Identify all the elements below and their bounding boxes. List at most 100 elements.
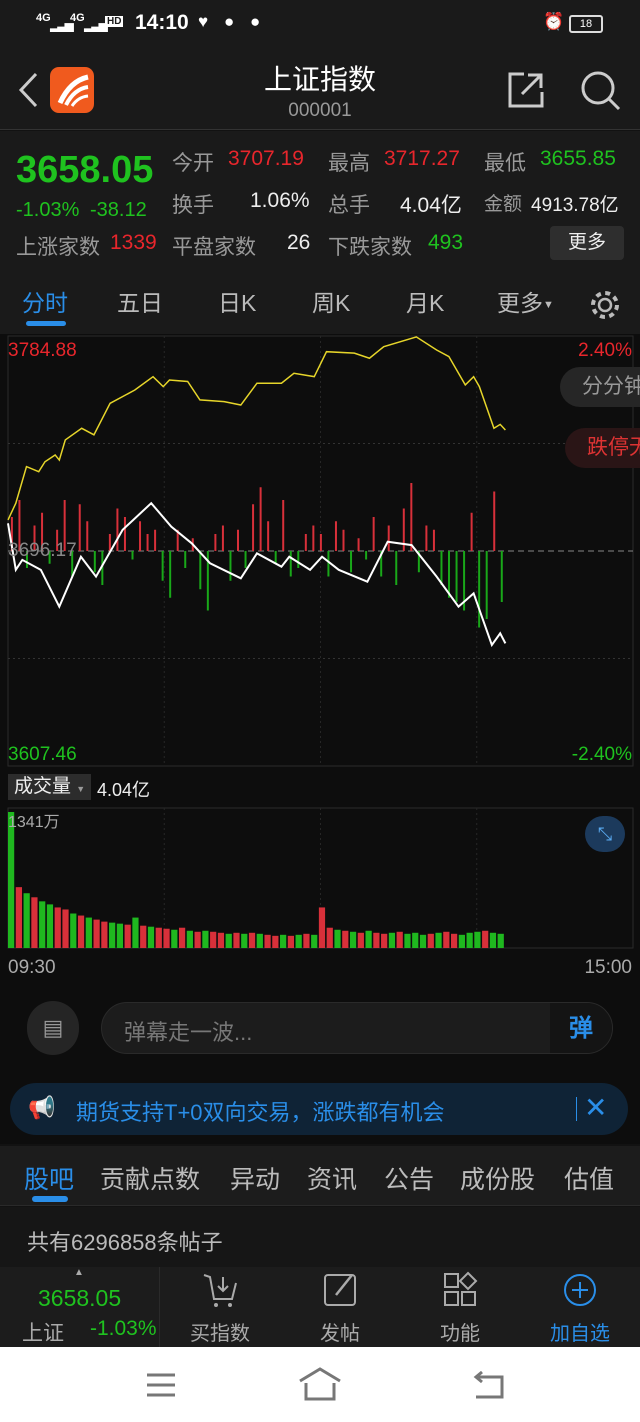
back-nav-icon[interactable] bbox=[472, 1371, 506, 1401]
add-watchlist-button[interactable]: 加自选 bbox=[520, 1267, 640, 1347]
volume-total: 4.04亿 bbox=[97, 780, 151, 800]
volume-bar bbox=[388, 932, 396, 948]
expand-icon[interactable]: ⤡ bbox=[585, 816, 625, 852]
chart-tabs: 分时 五日 日K 周K 月K 更多▼ bbox=[0, 262, 640, 334]
volume-bar bbox=[450, 933, 458, 948]
volume-bar bbox=[419, 934, 427, 948]
volume-bar bbox=[357, 932, 364, 948]
y-label-bottom-pct: -2.40% bbox=[571, 744, 632, 765]
volume-bar bbox=[70, 913, 77, 948]
volume-bar bbox=[210, 931, 217, 948]
tab-daily-k[interactable]: 日K bbox=[218, 290, 257, 316]
volume-max-label: 1341万 bbox=[8, 814, 60, 831]
more-quote-button[interactable]: 更多 bbox=[550, 226, 624, 260]
tab-weekly-k[interactable]: 周K bbox=[312, 290, 351, 316]
volume-bar bbox=[124, 924, 131, 948]
volume-bar bbox=[225, 933, 232, 948]
volume-bar bbox=[54, 907, 61, 948]
tab-five-day[interactable]: 五日 bbox=[117, 290, 163, 316]
buy-index-label: 买指数 bbox=[190, 1323, 250, 1345]
volume-bar bbox=[147, 926, 155, 948]
functions-button[interactable]: 功能 bbox=[400, 1267, 520, 1347]
battery-icon: 18 bbox=[569, 15, 603, 33]
volume-bar bbox=[93, 919, 100, 948]
volume-bar bbox=[217, 932, 225, 948]
intraday-chart[interactable]: 3784.88 2.40% 3696.17 3607.46 -2.40% 分分钟… bbox=[0, 334, 640, 984]
tab-news[interactable]: 资讯 bbox=[307, 1166, 358, 1194]
indicator-label: 成交量 bbox=[14, 776, 72, 797]
tab-valuation[interactable]: 估值 bbox=[564, 1166, 615, 1194]
volume-bar bbox=[264, 934, 271, 948]
caret-down-icon: ▼ bbox=[76, 784, 86, 794]
home-icon[interactable] bbox=[298, 1367, 342, 1401]
volume-bar bbox=[435, 932, 442, 948]
down-count-label: 下跌家数 bbox=[328, 236, 412, 259]
amount-label: 金额 bbox=[484, 194, 523, 215]
volume-bar bbox=[155, 927, 162, 948]
low-value: 3655.85 bbox=[540, 147, 616, 170]
share-icon[interactable] bbox=[506, 70, 546, 110]
tab-guba[interactable]: 股吧 bbox=[24, 1166, 75, 1194]
post-button[interactable]: 发帖 bbox=[280, 1267, 400, 1347]
volume-bar bbox=[373, 932, 380, 948]
volume-bar bbox=[39, 901, 46, 948]
volume-bar bbox=[381, 933, 388, 948]
volume-bar bbox=[132, 917, 139, 948]
tab-announcements[interactable]: 公告 bbox=[384, 1166, 435, 1194]
wechat-icon: ● bbox=[224, 12, 235, 31]
danmu-settings-icon[interactable]: ▤ bbox=[27, 1001, 79, 1055]
volume-bar bbox=[349, 931, 357, 948]
signal-4g-1: 4G bbox=[36, 12, 51, 24]
volume-bar bbox=[427, 933, 434, 948]
danmu-input[interactable]: 弹幕走一波... 弹 bbox=[101, 1002, 613, 1054]
banner-text: 期货支持T+0双向交易，涨跌都有机会 bbox=[76, 1100, 445, 1125]
caret-up-icon: ▲ bbox=[74, 1267, 84, 1278]
volume-bar bbox=[109, 922, 116, 948]
add-watchlist-label: 加自选 bbox=[550, 1323, 610, 1345]
limit-down-button[interactable]: 跌停无 bbox=[565, 428, 640, 468]
volume-bar bbox=[140, 925, 147, 948]
amount-value: 4913.78亿 bbox=[531, 195, 619, 216]
leading-line bbox=[7, 336, 506, 521]
y-label-bottom: 3607.46 bbox=[8, 744, 77, 765]
plus-circle-icon bbox=[564, 1274, 596, 1306]
page-title: 上证指数 bbox=[263, 64, 376, 95]
time-start: 09:30 bbox=[8, 957, 56, 978]
buy-index-button[interactable]: 买指数 bbox=[160, 1267, 280, 1347]
index-ticker[interactable]: ▲ 3658.05 上证 -1.03% bbox=[0, 1267, 160, 1347]
volume-bar bbox=[280, 934, 287, 948]
volume-bar bbox=[342, 930, 349, 948]
signal-icon: ▂▃▅ bbox=[50, 18, 74, 32]
indicator-selector[interactable]: 成交量 ▼ bbox=[8, 774, 92, 800]
alarm-icon: ⏰ bbox=[543, 12, 565, 31]
volume-bar bbox=[163, 928, 170, 948]
close-icon[interactable]: ✕ bbox=[584, 1092, 608, 1123]
message-icon: ● bbox=[250, 12, 261, 31]
megaphone-icon: 📢 bbox=[28, 1095, 56, 1120]
minute-button[interactable]: 分分钟 bbox=[560, 367, 640, 407]
search-icon[interactable] bbox=[578, 68, 622, 112]
danmu-send-button[interactable]: 弹 bbox=[550, 1003, 612, 1053]
back-icon[interactable] bbox=[16, 72, 40, 108]
tab-constituents[interactable]: 成份股 bbox=[460, 1166, 536, 1194]
menu-icon[interactable] bbox=[145, 1371, 177, 1399]
posts-summary: 共有6296858条帖子 bbox=[0, 1207, 640, 1267]
content-tabs: 股吧 贡献点数 异动 资讯 公告 成份股 估值 bbox=[0, 1146, 640, 1206]
gear-icon[interactable] bbox=[588, 288, 622, 322]
signal-4g-2: 4G bbox=[70, 12, 85, 24]
volume-bar bbox=[31, 897, 38, 948]
volume-bar bbox=[186, 930, 193, 948]
tab-monthly-k[interactable]: 月K bbox=[406, 290, 445, 316]
ticker-price: 3658.05 bbox=[38, 1285, 122, 1311]
turnover-value: 1.06% bbox=[250, 189, 310, 212]
change-pct: -1.03% bbox=[16, 199, 80, 221]
tab-contribution[interactable]: 贡献点数 bbox=[100, 1166, 201, 1194]
tab-intraday[interactable]: 分时 bbox=[22, 290, 68, 316]
tab-movement[interactable]: 异动 bbox=[230, 1166, 281, 1194]
danmu-placeholder: 弹幕走一波... bbox=[124, 1020, 253, 1045]
current-price: 3658.05 bbox=[16, 149, 154, 191]
tab-more[interactable]: 更多▼ bbox=[497, 284, 554, 318]
volume-bar bbox=[404, 933, 411, 948]
promo-banner[interactable]: 📢 期货支持T+0双向交易，涨跌都有机会 ✕ bbox=[10, 1083, 628, 1135]
low-label: 最低 bbox=[484, 152, 526, 175]
